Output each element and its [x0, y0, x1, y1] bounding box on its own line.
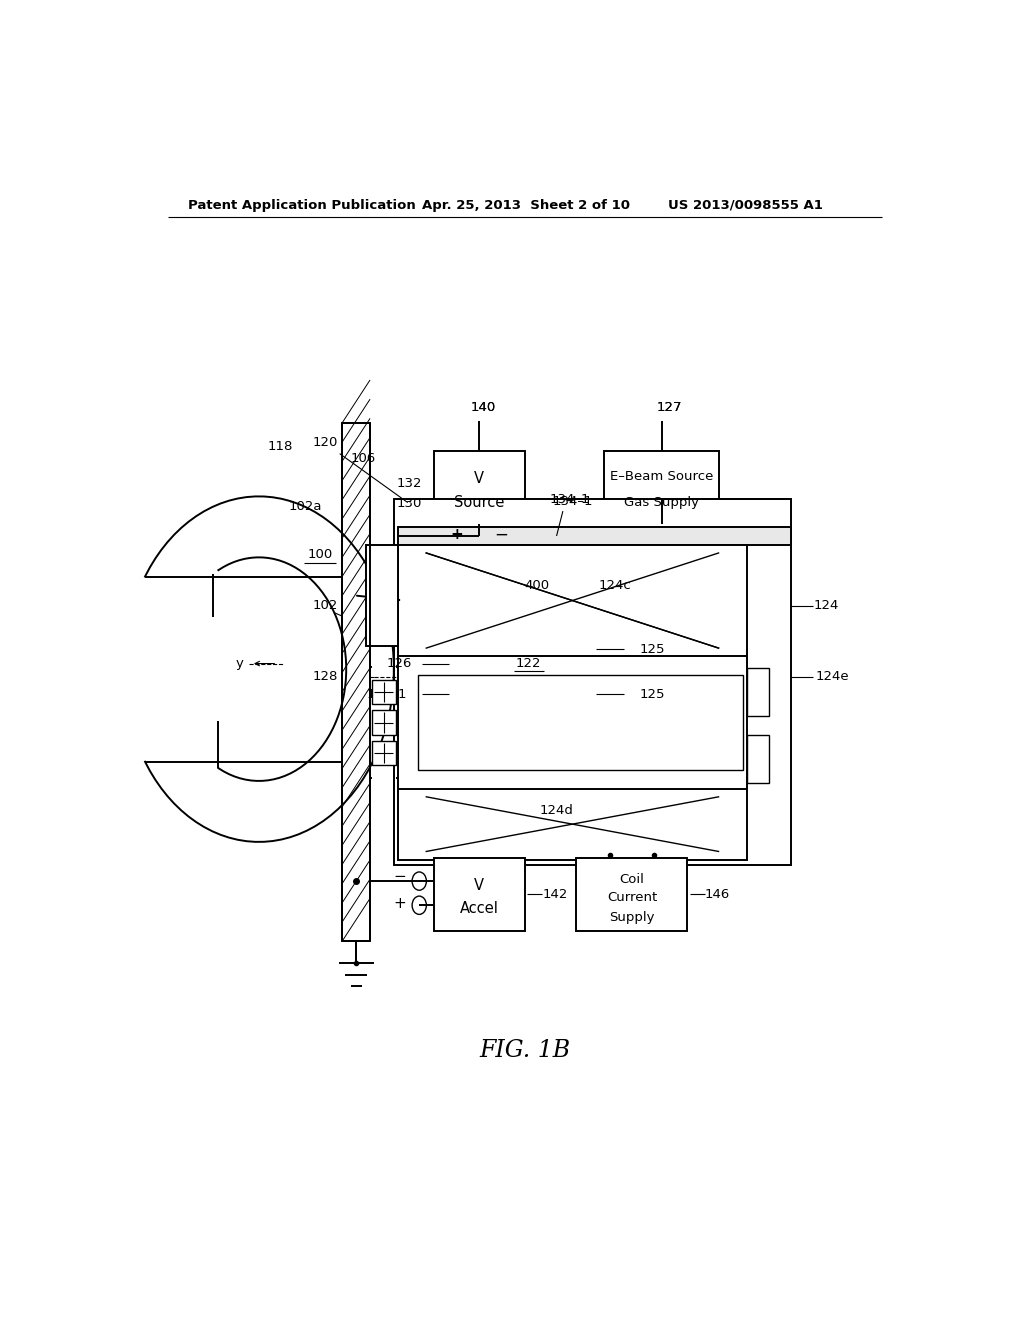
Text: 125: 125	[640, 643, 666, 656]
Bar	[342, 422, 370, 941]
Text: Coil: Coil	[620, 873, 644, 886]
Text: 106: 106	[350, 451, 376, 465]
Text: 124: 124	[814, 599, 839, 612]
Text: 124c: 124c	[599, 578, 632, 591]
Bar	[748, 735, 769, 784]
Text: 100: 100	[307, 548, 333, 561]
Text: V: V	[474, 878, 484, 894]
Text: US 2013/0098555 A1: US 2013/0098555 A1	[668, 198, 822, 211]
Bar	[367, 545, 397, 647]
Text: 140: 140	[470, 401, 496, 414]
Text: 400: 400	[524, 578, 549, 591]
Text: 127: 127	[656, 401, 682, 414]
Text: FIG. 1B: FIG. 1B	[479, 1039, 570, 1063]
Text: 146: 146	[705, 888, 730, 900]
Text: 134–1: 134–1	[550, 494, 590, 507]
Text: 122: 122	[516, 657, 542, 671]
Text: 130: 130	[397, 498, 423, 511]
Text: 124–1: 124–1	[367, 688, 408, 701]
Text: E–Beam Source: E–Beam Source	[610, 470, 714, 483]
Text: Apr. 25, 2013  Sheet 2 of 10: Apr. 25, 2013 Sheet 2 of 10	[422, 198, 630, 211]
Bar	[418, 675, 743, 771]
Text: 140: 140	[470, 401, 496, 414]
Text: 102a: 102a	[289, 499, 323, 512]
Text: Gas Supply: Gas Supply	[625, 496, 699, 508]
Text: 132: 132	[397, 477, 423, 490]
Text: 102: 102	[312, 599, 338, 612]
Bar	[373, 680, 396, 704]
Text: 125: 125	[640, 688, 666, 701]
Text: 134–1: 134–1	[552, 495, 593, 508]
Text: 127: 127	[656, 401, 682, 414]
Bar	[433, 451, 524, 524]
Text: Accel: Accel	[460, 902, 499, 916]
Text: V: V	[474, 471, 484, 487]
Text: 118: 118	[267, 440, 293, 453]
Bar	[397, 545, 748, 859]
Bar	[748, 668, 769, 717]
Text: Current: Current	[607, 891, 657, 904]
Bar	[577, 858, 687, 931]
Text: −: −	[495, 525, 508, 544]
Bar	[394, 499, 791, 865]
Text: 128: 128	[312, 671, 338, 684]
Bar	[373, 710, 396, 735]
Bar	[397, 528, 791, 545]
Text: +: +	[451, 527, 463, 543]
Text: +: +	[393, 896, 406, 911]
Text: 124d: 124d	[540, 804, 573, 817]
Bar	[373, 741, 396, 766]
Text: 126: 126	[387, 657, 412, 671]
Text: 124e: 124e	[815, 671, 849, 684]
Text: 142: 142	[543, 888, 567, 900]
Text: −: −	[393, 869, 406, 883]
Bar	[433, 858, 524, 931]
Bar	[604, 451, 719, 524]
Text: 120: 120	[312, 437, 408, 503]
Text: y: y	[236, 657, 243, 671]
Text: Supply: Supply	[609, 911, 654, 924]
Text: Source: Source	[454, 495, 505, 510]
Text: Patent Application Publication: Patent Application Publication	[187, 198, 416, 211]
